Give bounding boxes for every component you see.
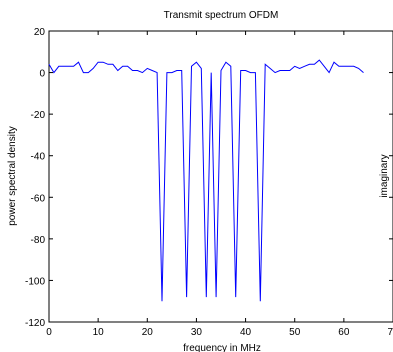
series-line: [48, 59, 364, 302]
x-tick-label: 40: [240, 327, 252, 338]
y-tick-label: -80: [31, 235, 46, 246]
series-layer: [48, 59, 364, 302]
y-axis-label: power spectral density: [7, 126, 18, 226]
x-tick-label: 10: [93, 327, 105, 338]
y-tick-label: 0: [39, 69, 45, 80]
y-tick-label: -40: [31, 152, 46, 163]
y-axis-ticks: 20 0 -20 -40 -60 -80 -100 -120: [25, 27, 393, 329]
y-tick-label: -20: [31, 110, 46, 121]
y-tick-label: 20: [34, 27, 46, 38]
x-tick-label: 7: [387, 327, 393, 338]
plot-area-frame: [48, 30, 393, 323]
x-axis-label: frequency in MHz: [183, 343, 261, 352]
y-tick-label: -60: [31, 193, 46, 204]
x-axis-ticks: 0 10 20 30 40 50 60 7: [46, 31, 393, 338]
y-tick-label: -100: [25, 276, 45, 287]
secondary-axis-label: imaginary: [379, 154, 390, 197]
x-tick-label: 30: [191, 327, 203, 338]
x-tick-label: 50: [289, 327, 301, 338]
chart-title: Transmit spectrum OFDM: [164, 10, 279, 21]
x-tick-label: 20: [142, 327, 154, 338]
x-tick-label: 60: [338, 327, 350, 338]
y-tick-label: -120: [25, 318, 45, 329]
x-tick-label: 0: [46, 327, 52, 338]
